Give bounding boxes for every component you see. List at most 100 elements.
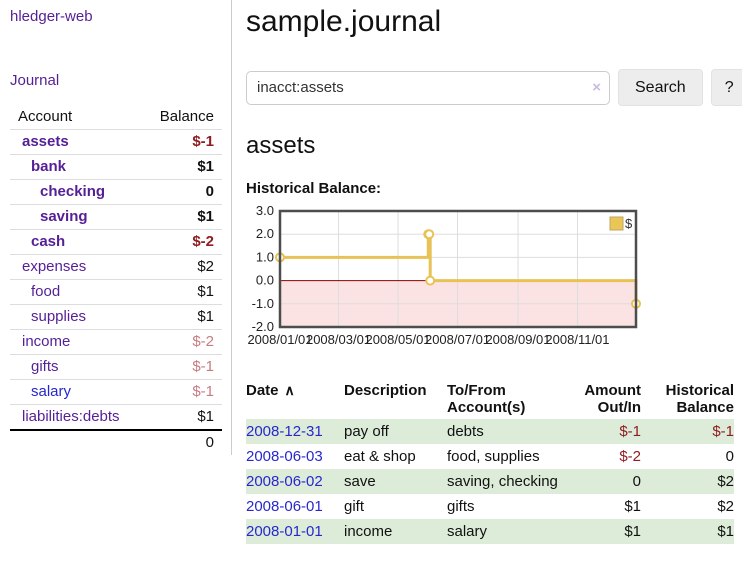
transaction-date-link[interactable]: 2008-12-31: [246, 423, 323, 440]
svg-text:2008/01/01: 2008/01/01: [247, 332, 312, 347]
search-box: ×: [246, 70, 610, 105]
transaction-date-link[interactable]: 2008-06-02: [246, 473, 323, 490]
sidebar: hledger-web Journal Account Balance asse…: [0, 0, 232, 455]
sidebar-account-balance: $-1: [116, 354, 222, 380]
help-button[interactable]: ?: [710, 69, 742, 106]
register-row[interactable]: 2008-06-01 gift gifts $1 $2: [246, 494, 734, 519]
accounts-table: Account Balance assets $-1 bank $1 checking 0…: [10, 105, 222, 455]
svg-text:1.0: 1.0: [256, 249, 274, 264]
sidebar-account-balance: $1: [116, 204, 222, 230]
sidebar-account-link[interactable]: income: [22, 333, 71, 350]
sidebar-account-link[interactable]: salary: [31, 383, 72, 400]
sidebar-account-balance: $-2: [116, 229, 222, 255]
account-row: supplies $1: [10, 304, 222, 330]
transaction-accounts: gifts: [447, 498, 475, 515]
sidebar-account-link[interactable]: food: [31, 283, 61, 300]
sidebar-account-link[interactable]: assets: [22, 133, 69, 150]
sidebar-account-link[interactable]: checking: [40, 183, 106, 200]
sidebar-account-link[interactable]: saving: [40, 208, 88, 225]
svg-text:2008/05/01: 2008/05/01: [365, 332, 430, 347]
transaction-accounts: saving, checking: [447, 469, 569, 494]
accounts-header-account: Account: [10, 105, 116, 130]
sort-ascending-icon: ∧: [284, 382, 295, 398]
register-row[interactable]: 2008-06-02 save saving, checking 0 $2: [246, 469, 734, 494]
sidebar-account-balance: $1: [197, 408, 214, 425]
amount-header-line1: Amount: [584, 382, 641, 399]
account-row: salary $-1: [10, 379, 222, 405]
account-row: saving $1: [10, 204, 222, 230]
transaction-date-link[interactable]: 2008-06-01: [246, 498, 323, 515]
svg-text:2008/07/01: 2008/07/01: [425, 332, 490, 347]
accounts-total-value: 0: [116, 429, 222, 455]
search-button[interactable]: Search: [618, 69, 703, 106]
transaction-amount: $-1: [569, 419, 649, 444]
transaction-description: income: [344, 519, 447, 544]
balance-header-line2: Balance: [676, 399, 734, 416]
register-header-amount: Amount Out/In: [569, 379, 649, 419]
sidebar-account-balance: $1: [116, 279, 222, 305]
account-row: assets $-1: [10, 129, 222, 155]
register-header-accounts: To/From Account(s): [447, 379, 569, 419]
app-title-link[interactable]: hledger-web: [10, 8, 93, 25]
sidebar-item-journal[interactable]: Journal: [10, 72, 60, 89]
accounts-header-line2: Account(s): [447, 399, 526, 416]
register-header-row: Date ∧ Description To/From Account(s) Amou…: [246, 379, 734, 419]
account-heading: assets: [246, 132, 316, 159]
chart-legend: $: [609, 216, 633, 231]
accounts-header-line1: To/From: [447, 382, 506, 399]
accounts-header-balance: Balance: [116, 105, 222, 130]
account-row: cash $-2: [10, 229, 222, 255]
chart-svg: $3.0 2.0 1.0 0.0 -1.0 -2.02008/01/012008/03/0…: [247, 203, 641, 347]
historical-balance-chart[interactable]: $3.0 2.0 1.0 0.0 -1.0 -2.0 2008/01/01 2008/03/0…: [246, 203, 742, 357]
sidebar-account-link[interactable]: expenses: [22, 258, 87, 275]
svg-text:2008/03/01: 2008/03/01: [306, 332, 371, 347]
transaction-balance: 0: [725, 448, 734, 465]
clear-search-icon[interactable]: ×: [592, 78, 601, 96]
date-header-label: Date: [246, 382, 279, 399]
transaction-balance: $2: [717, 498, 734, 515]
svg-text:2.0: 2.0: [256, 226, 274, 241]
balance-header-line1: Historical: [665, 382, 734, 399]
transaction-date-link[interactable]: 2008-06-03: [246, 448, 323, 465]
svg-text:-2.0: -2.0: [252, 319, 274, 334]
transaction-balance: $1: [649, 519, 734, 544]
account-row: liabilities:debts $1: [10, 405, 222, 431]
chart-title: Historical Balance:: [246, 180, 382, 197]
amount-header-line2: Out/In: [597, 399, 641, 416]
register-row[interactable]: 2008-12-31 pay off debts $-1 $-1: [246, 419, 734, 444]
sidebar-account-balance: $-2: [116, 329, 222, 355]
sidebar-account-link[interactable]: gifts: [31, 358, 59, 375]
transaction-description: save: [344, 469, 447, 494]
register-row[interactable]: 2008-01-01 income salary $1 $1: [246, 519, 734, 544]
svg-text:3.0: 3.0: [256, 203, 274, 218]
transaction-description: gift: [344, 498, 365, 515]
search-input[interactable]: [246, 70, 610, 105]
register-table: Date ∧ Description To/From Account(s) Amou…: [246, 379, 734, 544]
register-header-description: Description: [344, 382, 427, 399]
transaction-amount: $1: [624, 498, 641, 515]
account-row: bank $1: [10, 154, 222, 180]
svg-text:2008/09/01: 2008/09/01: [485, 332, 550, 347]
sidebar-account-balance: $2: [116, 254, 222, 280]
sidebar-account-link[interactable]: supplies: [31, 308, 87, 325]
svg-text:$: $: [625, 216, 633, 231]
svg-text:2008/11/01: 2008/11/01: [545, 332, 609, 347]
account-row: gifts $-1: [10, 354, 222, 380]
register-row[interactable]: 2008-06-03 eat & shop food, supplies $-2 0: [246, 444, 734, 469]
sidebar-account-link[interactable]: liabilities:debts: [22, 408, 120, 425]
svg-text:-1.0: -1.0: [252, 296, 274, 311]
transaction-amount: 0: [569, 469, 649, 494]
sidebar-account-balance: 0: [116, 179, 222, 205]
svg-text:0.0: 0.0: [256, 273, 274, 288]
sidebar-account-link[interactable]: cash: [31, 233, 66, 250]
account-row: expenses $2: [10, 254, 222, 280]
main-content: sample.journal × Search ? assets Histori…: [232, 0, 742, 544]
sidebar-account-balance: $-1: [116, 379, 222, 405]
register-header-date[interactable]: Date ∧: [246, 379, 344, 419]
search-form: × Search ?: [246, 69, 742, 106]
sidebar-account-link[interactable]: bank: [31, 158, 67, 175]
page-title: sample.journal: [246, 5, 442, 38]
accounts-table-header: Account Balance: [10, 105, 222, 130]
sidebar-account-balance: $1: [116, 304, 222, 330]
transaction-date-link[interactable]: 2008-01-01: [246, 523, 323, 540]
